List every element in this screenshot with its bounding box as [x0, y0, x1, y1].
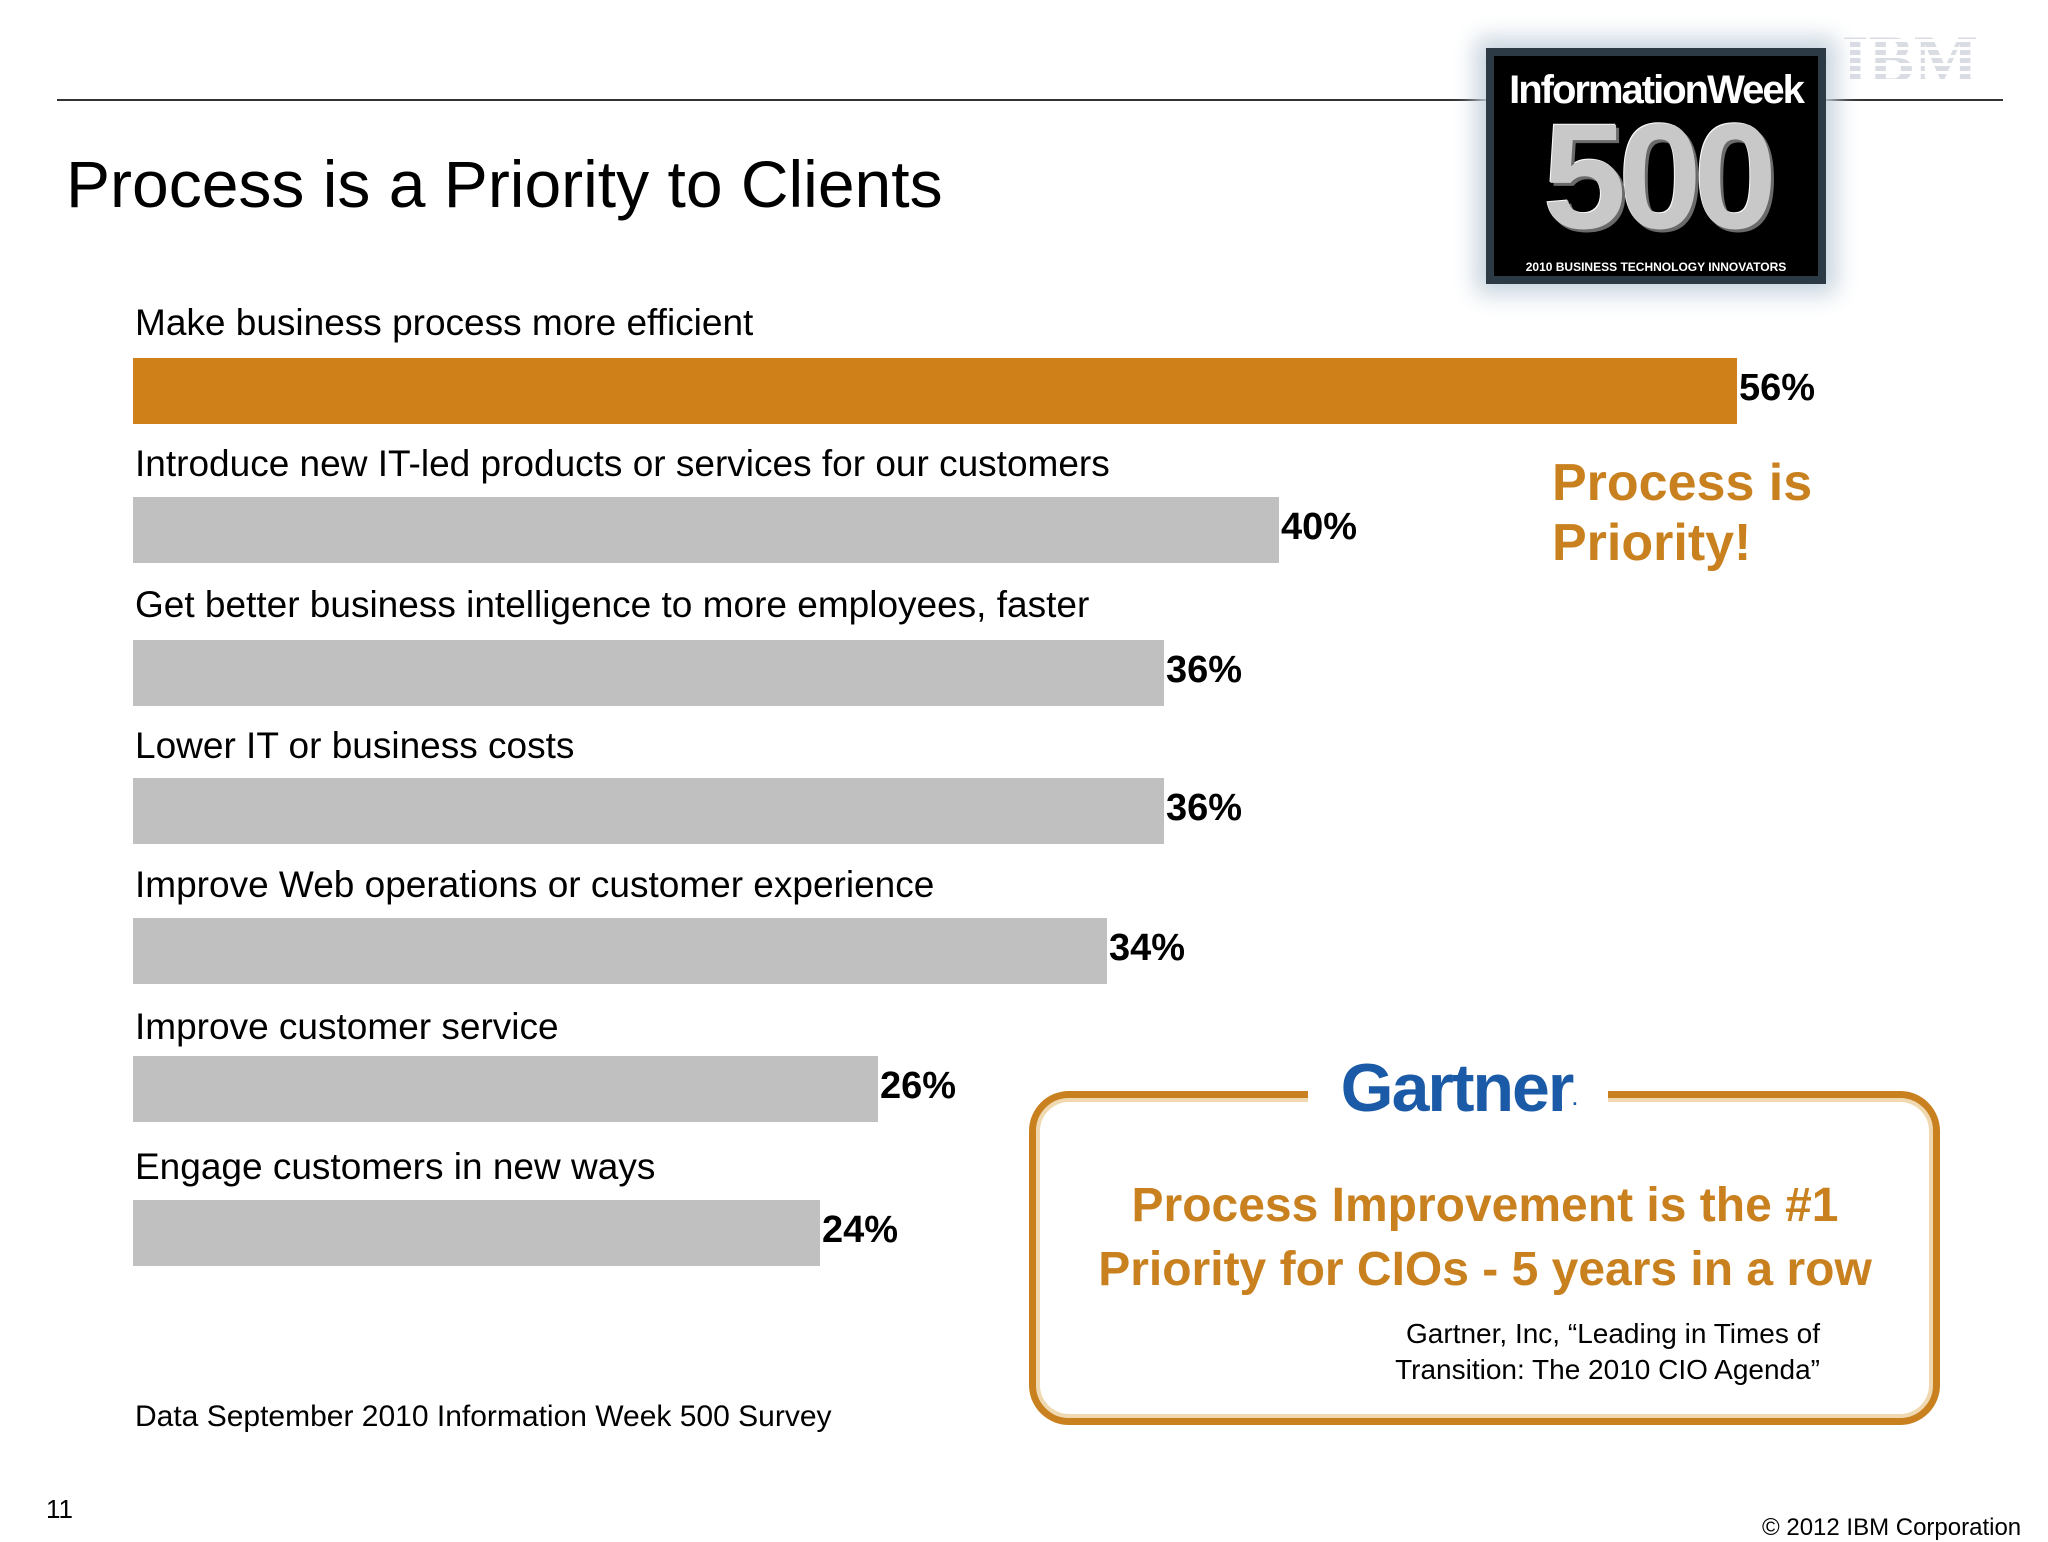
category-label: Engage customers in new ways	[135, 1146, 656, 1187]
badge-name: InformationWeek	[1509, 68, 1805, 112]
value-label: 36%	[1166, 649, 1243, 691]
value-label: 36%	[1166, 787, 1243, 829]
callout-line-2: Priority!	[1552, 514, 1752, 572]
value-label: 56%	[1739, 367, 1816, 409]
bar	[133, 918, 1107, 984]
bar	[133, 497, 1279, 563]
value-label: 40%	[1281, 506, 1358, 548]
value-label: 26%	[880, 1065, 957, 1107]
category-label: Lower IT or business costs	[135, 725, 575, 766]
gartner-message-line-1: Process Improvement is the #1	[1131, 1179, 1839, 1232]
gartner-citation-line-2: Transition: The 2010 CIO Agenda”	[1395, 1354, 1820, 1385]
category-label: Make business process more efficient	[135, 302, 754, 343]
ibm-logo: IBM	[1842, 26, 1978, 88]
source-note: Data September 2010 Information Week 500…	[135, 1400, 832, 1433]
bar	[133, 1200, 820, 1266]
bar	[133, 640, 1164, 706]
copyright-notice: © 2012 IBM Corporation	[1762, 1514, 2022, 1541]
gartner-logo: Gartner.	[1308, 1052, 1608, 1124]
category-label: Improve Web operations or customer exper…	[135, 864, 935, 905]
svg-text:IBM: IBM	[1842, 26, 1978, 88]
page-number: 11	[46, 1494, 73, 1524]
category-label: Get better business intelligence to more…	[135, 584, 1090, 625]
bar	[133, 358, 1737, 424]
badge-subtitle: 2010 BUSINESS TECHNOLOGY INNOVATORS	[1525, 260, 1787, 274]
informationweek-500-badge: InformationWeek 500 2010 BUSINESS TECHNO…	[1486, 48, 1826, 284]
badge-number: 500	[1542, 92, 1777, 260]
value-label: 24%	[822, 1209, 899, 1251]
gartner-message-line-2: Priority for CIOs - 5 years in a row	[1098, 1243, 1872, 1296]
slide-title: Process is a Priority to Clients	[66, 147, 943, 221]
category-label: Improve customer service	[135, 1006, 559, 1047]
bar	[133, 778, 1164, 844]
priority-callout: Process is Priority!	[1552, 453, 1812, 573]
category-label: Introduce new IT-led products or service…	[135, 443, 1110, 484]
bar	[133, 1056, 878, 1122]
gartner-citation-line-1: Gartner, Inc, “Leading in Times of	[1406, 1318, 1820, 1349]
callout-line-1: Process is	[1552, 454, 1813, 512]
gartner-message: Process Improvement is the #1 Priority f…	[1040, 1174, 1930, 1302]
header-rule	[57, 99, 2003, 101]
gartner-citation: Gartner, Inc, “Leading in Times of Trans…	[1330, 1316, 1820, 1388]
value-label: 34%	[1109, 927, 1186, 969]
